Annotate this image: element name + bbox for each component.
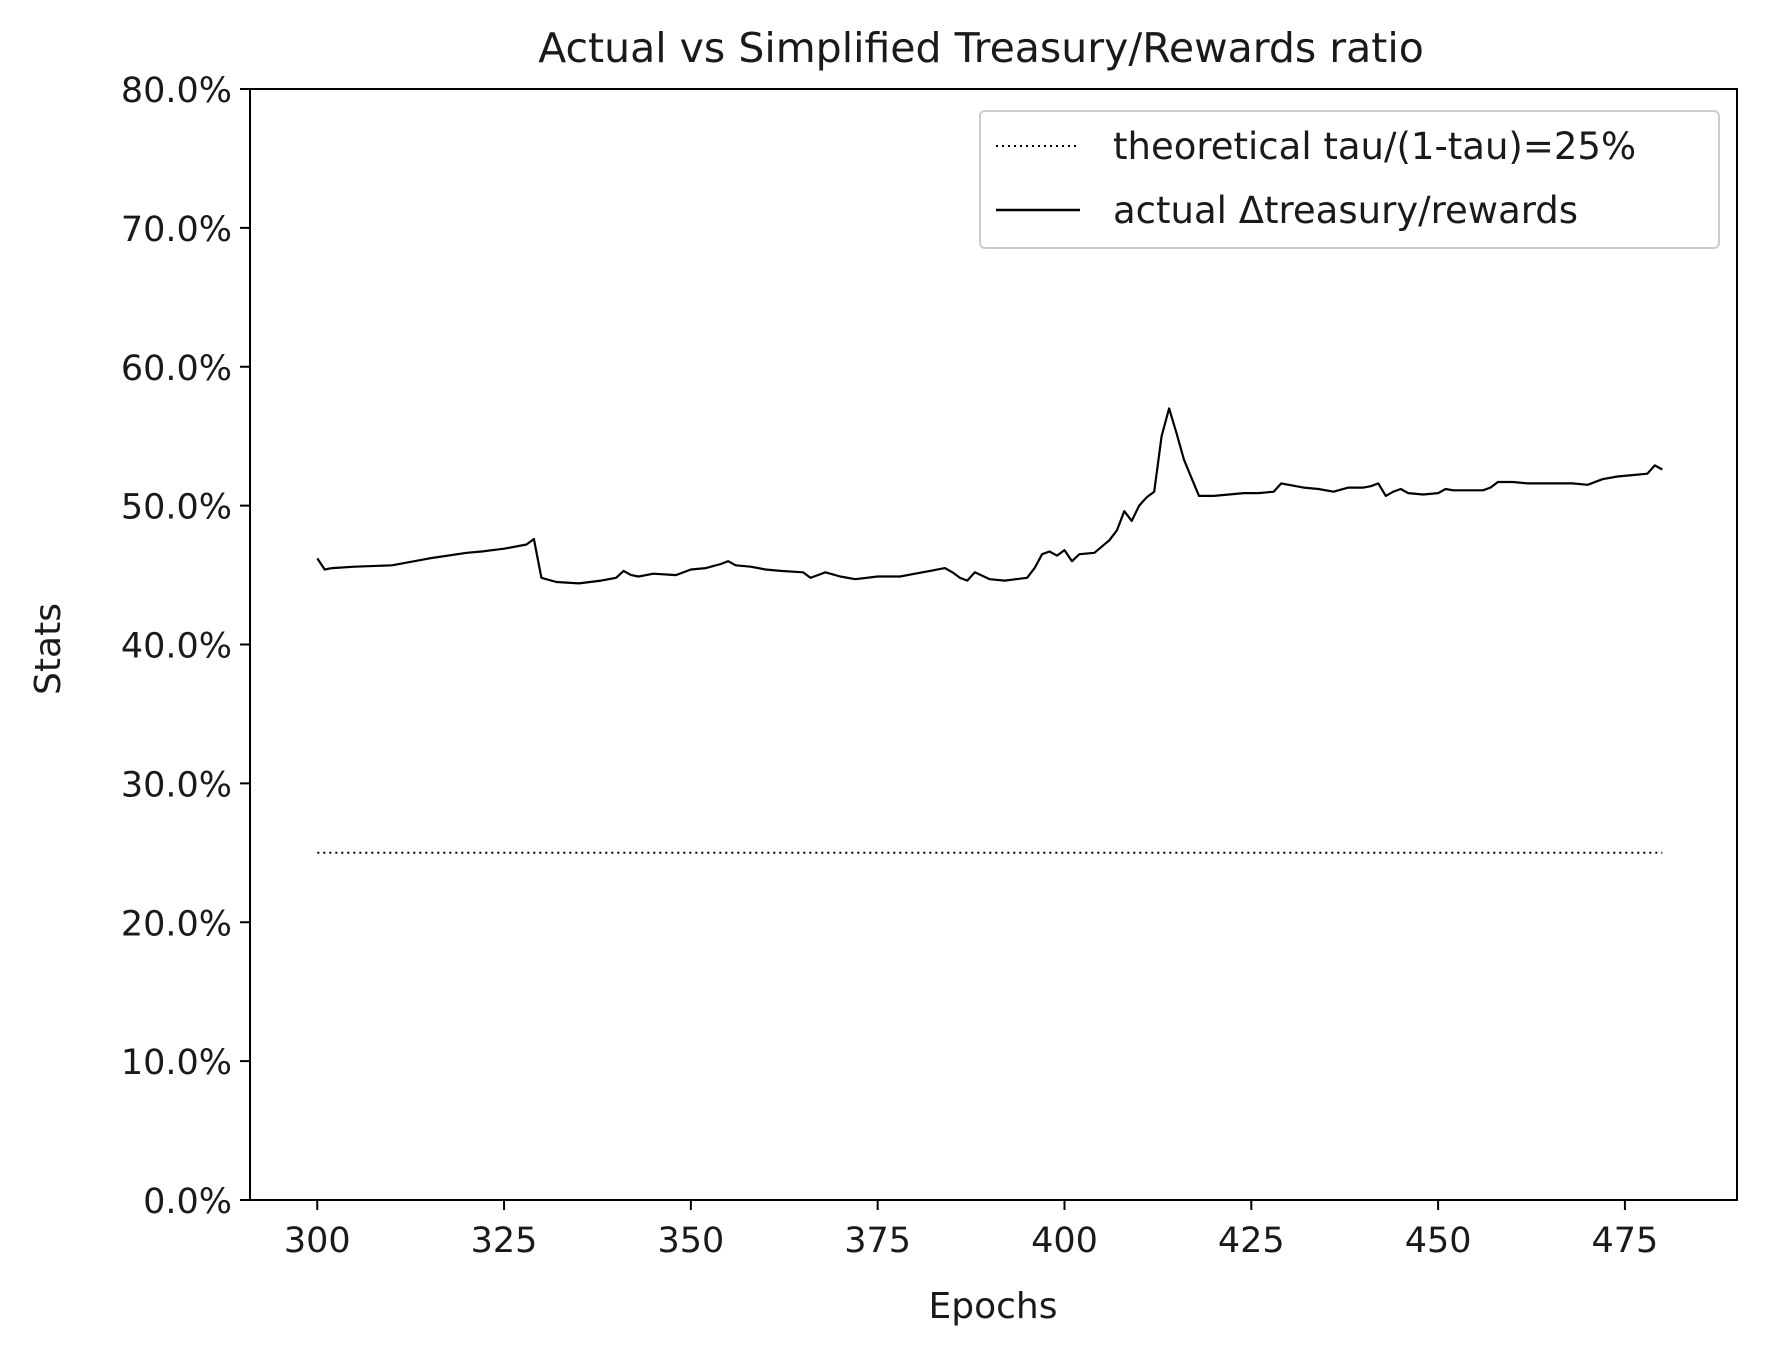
y-axis-label: Stats [28, 603, 69, 695]
y-tick-label: 50.0% [121, 488, 232, 528]
y-tick-label: 10.0% [121, 1043, 232, 1083]
legend-box [979, 110, 1720, 249]
y-tick-label: 80.0% [121, 71, 232, 111]
x-tick-label: 300 [284, 1221, 351, 1261]
x-tick-label: 425 [1218, 1221, 1285, 1261]
x-axis-ticks: 300 325 350 375 400 425 450 475 [284, 1200, 1658, 1261]
x-tick-label: 325 [471, 1221, 538, 1261]
x-tick-label: 375 [844, 1221, 911, 1261]
y-axis-ticks: 0.0% 10.0% 20.0% 30.0% 40.0% 50.0% 60.0% 70.0% 8… [121, 71, 250, 1222]
y-tick-label: 0.0% [143, 1182, 232, 1222]
axes-frame [249, 88, 1738, 1201]
legend-label-actual: actual Δtreasury/rewards [1113, 189, 1578, 232]
plot-area [316, 407, 1663, 854]
x-tick-label: 350 [657, 1221, 724, 1261]
y-tick-label: 30.0% [121, 765, 232, 805]
legend-label-theoretical: theoretical tau/(1-tau)=25% [1113, 125, 1636, 168]
series-line-actual [316, 407, 1663, 585]
y-tick-label: 70.0% [121, 210, 232, 250]
legend: theoretical tau/(1-tau)=25% actual Δtrea… [979, 110, 1720, 249]
x-axis-label: Epochs [929, 1286, 1058, 1327]
x-tick-label: 475 [1592, 1221, 1659, 1261]
x-tick-label: 400 [1031, 1221, 1098, 1261]
x-tick-label: 450 [1405, 1221, 1472, 1261]
y-tick-label: 40.0% [121, 627, 232, 667]
y-tick-label: 20.0% [121, 904, 232, 944]
chart-title: Actual vs Simplified Treasury/Rewards ra… [538, 24, 1424, 72]
y-tick-label: 60.0% [121, 349, 232, 389]
